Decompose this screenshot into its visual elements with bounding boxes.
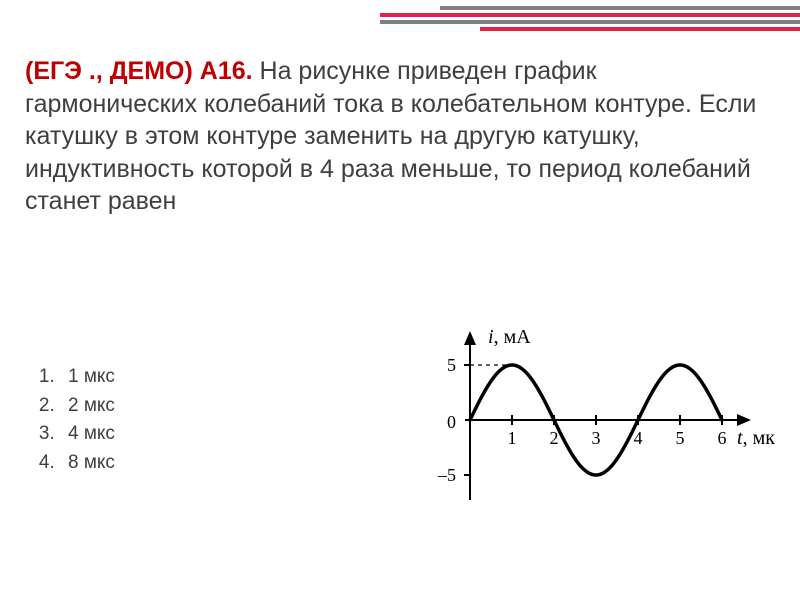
decor-bar	[380, 13, 800, 17]
decor-bar	[440, 6, 800, 10]
svg-text:–5: –5	[437, 465, 456, 485]
svg-text:0: 0	[447, 412, 456, 432]
svg-text:2: 2	[550, 428, 559, 448]
decor-bar	[480, 27, 800, 31]
svg-text:4: 4	[634, 428, 643, 448]
svg-text:3: 3	[592, 428, 601, 448]
oscillation-chart: 5 –5 0 1 2 3 4 5 6 i, мА t, мкс	[395, 320, 775, 520]
decorative-bars	[0, 0, 800, 35]
bottom-row: 1 мкс2 мкс4 мкс8 мкс 5 –5 0 1 2 3 4 5 6 i, мА t, м…	[25, 320, 775, 520]
answer-option: 2 мкс	[60, 392, 115, 421]
answer-option: 1 мкс	[60, 363, 115, 392]
answer-option: 4 мкс	[60, 420, 115, 449]
question-block: (ЕГЭ ., ДЕМО) А16. На рисунке приведен г…	[25, 55, 775, 218]
svg-text:i, мА: i, мА	[488, 326, 531, 348]
question-prefix: (ЕГЭ ., ДЕМО) А16.	[25, 57, 253, 85]
svg-text:t, мкс: t, мкс	[737, 427, 775, 449]
question-text: (ЕГЭ ., ДЕМО) А16. На рисунке приведен г…	[25, 55, 775, 218]
decor-bar	[380, 20, 800, 24]
svg-text:6: 6	[718, 428, 727, 448]
svg-text:5: 5	[676, 428, 685, 448]
svg-text:5: 5	[447, 355, 456, 375]
answer-options: 1 мкс2 мкс4 мкс8 мкс	[25, 363, 115, 477]
svg-text:1: 1	[508, 428, 517, 448]
answer-option: 8 мкс	[60, 449, 115, 478]
